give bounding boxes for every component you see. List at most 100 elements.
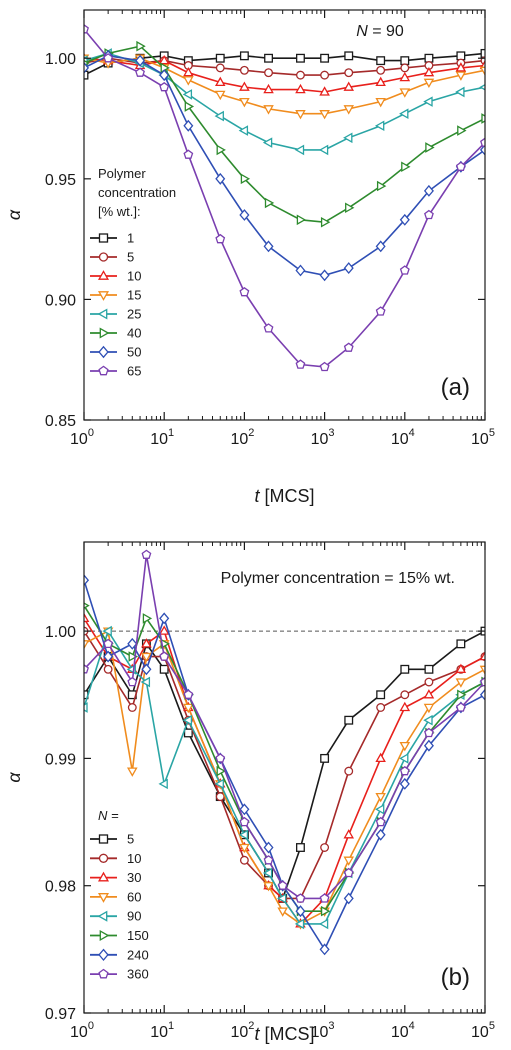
data-point xyxy=(479,83,485,91)
data-point xyxy=(423,714,433,726)
data-point xyxy=(424,209,434,220)
plot-area xyxy=(84,549,485,956)
data-point xyxy=(239,816,250,827)
legend-label: 5 xyxy=(127,832,134,847)
data-point xyxy=(295,264,306,277)
x-tick-base: 10 xyxy=(471,1024,489,1041)
data-point xyxy=(215,63,225,73)
x-tick-exponent: 4 xyxy=(409,427,415,439)
legend-marker xyxy=(98,948,109,962)
data-point xyxy=(277,880,288,890)
data-point xyxy=(183,76,194,86)
series-line xyxy=(84,57,485,76)
legend-marker xyxy=(98,853,109,863)
legend-label: 240 xyxy=(127,947,149,962)
data-point xyxy=(295,905,306,918)
data-point xyxy=(455,702,466,712)
data-point xyxy=(239,803,250,816)
x-tick-base: 10 xyxy=(230,1024,248,1041)
x-tick-label: 103 xyxy=(311,1020,335,1041)
x-tick-base: 10 xyxy=(150,431,168,448)
data-point xyxy=(141,652,152,663)
data-point xyxy=(84,702,88,713)
data-point xyxy=(455,663,467,673)
data-point xyxy=(319,269,330,282)
legend-marker xyxy=(98,233,109,243)
data-point xyxy=(159,664,169,674)
data-point xyxy=(183,689,194,699)
x-tick-label: 100 xyxy=(70,427,94,448)
data-point xyxy=(159,69,170,82)
x-axis-var: t xyxy=(254,1024,260,1044)
data-point xyxy=(376,690,386,700)
legend-label: 360 xyxy=(127,967,149,982)
x-tick-label: 104 xyxy=(391,1020,415,1041)
legend-marker xyxy=(98,345,109,359)
data-point xyxy=(158,778,168,790)
legend-label: 65 xyxy=(127,364,141,379)
data-point xyxy=(320,70,330,80)
data-point xyxy=(84,24,89,34)
data-point xyxy=(399,265,410,275)
data-point xyxy=(376,65,386,75)
data-point xyxy=(424,727,434,738)
data-point xyxy=(295,893,306,903)
data-point xyxy=(320,905,331,917)
x-tick-base: 10 xyxy=(230,431,248,448)
x-tick-exponent: 3 xyxy=(328,427,334,439)
series-15 xyxy=(84,54,485,120)
legend-title: Polymer xyxy=(98,166,146,181)
data-point xyxy=(375,97,386,108)
data-point xyxy=(141,549,152,559)
data-point xyxy=(183,703,194,714)
data-point xyxy=(480,48,485,58)
legend-item: 360 xyxy=(90,967,149,982)
panel-label: (b) xyxy=(441,964,470,991)
data-point xyxy=(127,637,138,650)
data-point xyxy=(318,144,329,156)
data-point xyxy=(343,105,355,115)
series-line xyxy=(84,617,485,926)
data-point xyxy=(277,907,288,917)
data-point xyxy=(262,137,273,148)
data-point xyxy=(239,209,250,221)
data-point xyxy=(423,689,435,699)
data-point xyxy=(264,197,275,209)
data-point xyxy=(479,66,485,77)
data-point xyxy=(102,625,112,637)
annotation: Polymer concentration = 15% wt. xyxy=(221,570,455,587)
legend-label: 50 xyxy=(127,345,141,360)
data-point xyxy=(214,778,224,790)
data-point xyxy=(399,88,411,98)
y-tick-label: 0.97 xyxy=(45,1006,76,1023)
data-point xyxy=(240,173,251,185)
data-point xyxy=(344,766,354,776)
series-5 xyxy=(84,626,485,903)
annotation-value: = 90 xyxy=(368,23,404,40)
x-tick-base: 10 xyxy=(471,431,489,448)
x-axis-title: t [MCS] xyxy=(254,486,314,506)
y-tick-label: 0.90 xyxy=(45,292,76,309)
x-tick-base: 10 xyxy=(70,1024,88,1041)
data-point xyxy=(399,777,410,790)
legend-marker xyxy=(99,327,110,339)
data-point xyxy=(238,125,249,136)
plot-frame xyxy=(83,541,486,1014)
y-tick-label: 0.85 xyxy=(45,413,76,430)
data-point xyxy=(343,856,355,866)
data-point xyxy=(159,612,170,625)
legend-label: 10 xyxy=(127,269,141,284)
legend-item: 60 xyxy=(90,889,141,904)
x-tick-exponent: 0 xyxy=(88,427,94,439)
data-point xyxy=(183,119,194,132)
data-point xyxy=(423,739,434,752)
data-point xyxy=(375,792,386,803)
data-point xyxy=(214,90,226,101)
data-point xyxy=(184,101,195,112)
x-tick-exponent: 1 xyxy=(168,427,174,439)
data-point xyxy=(455,86,465,98)
data-point xyxy=(480,137,485,147)
